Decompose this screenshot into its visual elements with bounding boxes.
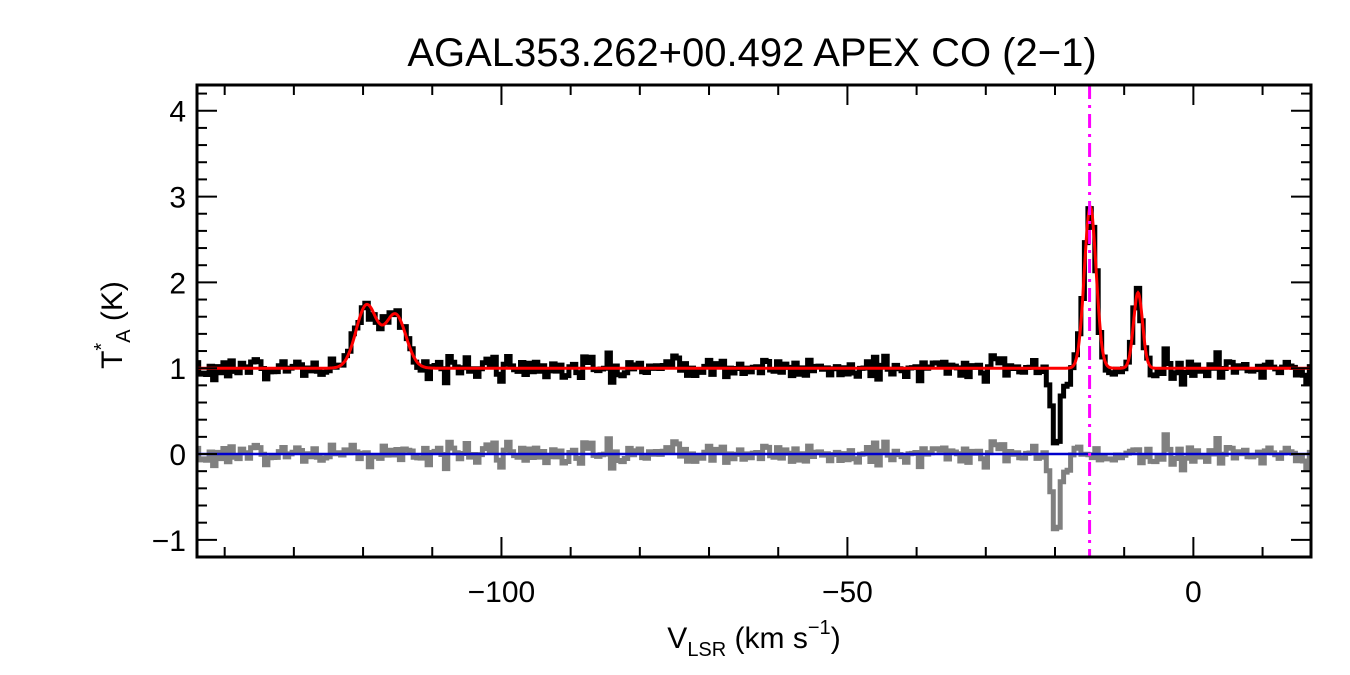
y-axis-label-main: T <box>96 351 129 369</box>
y-axis-label-unit: (K) <box>96 281 129 329</box>
y-axis-label-sup: * <box>91 343 113 351</box>
x-tick-label: −50 <box>822 576 873 609</box>
x-axis-label-main: V <box>667 622 687 655</box>
plot-frame <box>195 83 1313 559</box>
x-axis-label-unit: (km s <box>726 622 808 655</box>
y-tick-label: 3 <box>169 182 186 215</box>
x-tick-labels: −100 −50 0 <box>468 576 1202 609</box>
chart-title: AGAL353.262+00.492 APEX CO (2−1) <box>407 31 1096 75</box>
x-tick-label: −100 <box>468 576 536 609</box>
y-tick-label: 1 <box>169 353 186 386</box>
residual-series <box>197 432 1311 532</box>
x-tick-label: 0 <box>1185 576 1202 609</box>
x-axis-label-sup: −1 <box>808 617 831 639</box>
y-tick-label: −1 <box>152 525 186 558</box>
plot-area <box>197 85 1311 557</box>
y-tick-label: 4 <box>169 96 186 129</box>
fit-series <box>197 204 1311 370</box>
spectrum-series <box>197 206 1311 446</box>
axis-ticks <box>197 85 1311 557</box>
y-tick-labels: −1 0 1 2 3 4 <box>152 96 186 558</box>
x-axis-label: VLSR (km s−1) <box>667 617 840 661</box>
y-axis-label: T*A (K) <box>91 281 135 369</box>
y-tick-label: 0 <box>169 439 186 472</box>
x-axis-label-sub: LSR <box>687 639 726 661</box>
y-tick-label: 2 <box>169 267 186 300</box>
y-axis-label-sub: A <box>113 329 135 343</box>
x-axis-label-close: ) <box>831 622 841 655</box>
